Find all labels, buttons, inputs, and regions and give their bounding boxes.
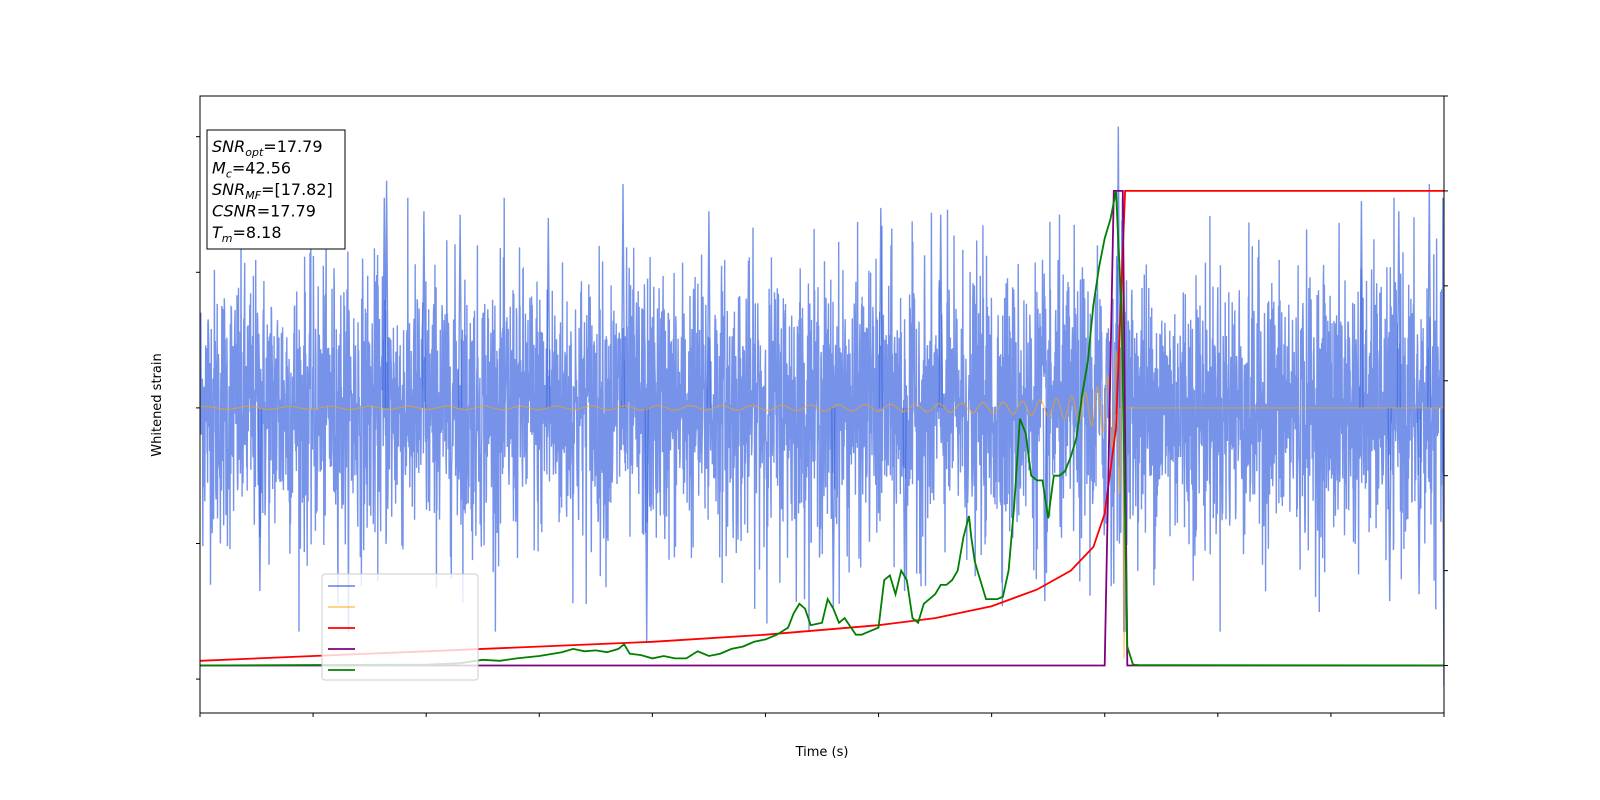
- annotation-box: SNRopt=17.79Mc=42.56SNRMF=[17.82]CSNR=17…: [206, 129, 346, 250]
- annotation-value: =8.18: [233, 223, 282, 242]
- signal-noise-spike-3: [457, 214, 463, 408]
- y-axis-label: Whitened strain: [150, 353, 165, 456]
- annotation-line: SNRopt=17.79: [212, 137, 323, 159]
- signal-noise-spike-19: [1387, 407, 1392, 602]
- annotation-symbol: SNR: [212, 137, 245, 156]
- annotation-subscript: c: [226, 168, 232, 181]
- signal-noise-spike-7: [878, 207, 883, 408]
- annotation-symbol: SNR: [212, 180, 245, 199]
- annotation-symbol: T: [212, 223, 223, 242]
- signal-noise-spike-1: [382, 197, 387, 408]
- signal-noise-spike-5: [546, 217, 551, 408]
- y-axis-left: [196, 136, 200, 680]
- series-line-signal-only: [200, 251, 1444, 659]
- signal-noise-spike-13: [257, 407, 263, 592]
- series-line-signal-noise: [200, 197, 1444, 633]
- signal-noise-spike-16: [902, 407, 907, 592]
- annotation-value: =[17.82]: [261, 180, 333, 199]
- series-line-cumulative-snr: [200, 189, 1444, 662]
- annotation-subscript: MF: [245, 189, 261, 202]
- annotation-line: Mc=42.56: [212, 159, 291, 181]
- signal-noise-spike-20: [1441, 407, 1444, 686]
- signal-noise-spike-9: [1116, 126, 1121, 408]
- annotation-value: =17.79: [257, 202, 316, 221]
- annotation-subscript: opt: [245, 146, 264, 159]
- annotation-line: Tm=8.18: [212, 223, 282, 245]
- annotation-value: =42.56: [232, 159, 291, 178]
- plot-frame: [199, 95, 1445, 714]
- x-axis: [199, 713, 1445, 717]
- plot-series: [200, 126, 1444, 686]
- signal-noise-spike-17: [1042, 407, 1047, 602]
- annotation-subscript: m: [222, 232, 233, 245]
- signal-noise-spike-4: [620, 184, 626, 408]
- signal-noise-spike-6: [706, 211, 712, 408]
- y-axis-right: [1444, 95, 1448, 667]
- annotation-frame: [206, 129, 346, 250]
- annotation-value: =17.79: [263, 137, 322, 156]
- series-line-signal-statistics: [200, 190, 1444, 667]
- signal-noise-spike-10: [1359, 201, 1364, 408]
- legend-frame: [321, 573, 479, 681]
- signal-noise-spike-18: [1416, 407, 1422, 595]
- annotation-line: CSNR=17.79: [212, 202, 316, 221]
- signal-noise-spike-2: [421, 211, 427, 408]
- x-axis-label: Time (s): [795, 745, 849, 760]
- annotation-symbol: M: [212, 159, 226, 178]
- signal-noise-spike-8: [938, 214, 943, 408]
- annotation-symbol: CSNR: [212, 202, 257, 221]
- signal-noise-spike-12: [1427, 184, 1432, 408]
- legend: [321, 573, 479, 681]
- annotation-line: SNRMF=[17.82]: [212, 180, 333, 202]
- signal-noise-spike-11: [1396, 211, 1401, 408]
